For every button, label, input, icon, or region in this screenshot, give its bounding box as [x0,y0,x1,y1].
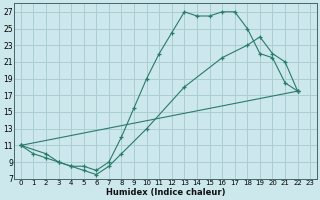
X-axis label: Humidex (Indice chaleur): Humidex (Indice chaleur) [106,188,225,197]
